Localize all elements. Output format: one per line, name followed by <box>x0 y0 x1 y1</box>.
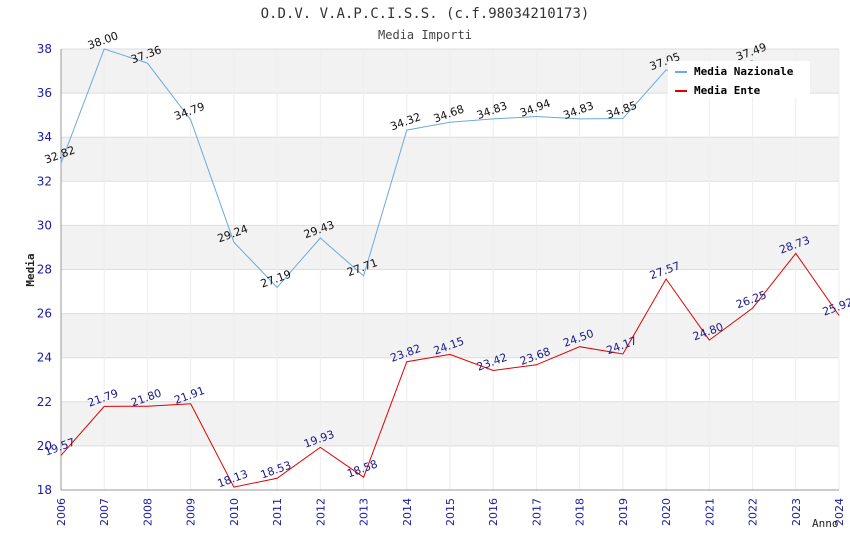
x-axis-label: Anno <box>812 517 839 530</box>
legend: Media Nazionale Media Ente <box>668 61 810 97</box>
series-line-nazionale <box>60 48 753 289</box>
data-label-nazionale: 34.32 <box>389 110 423 133</box>
x-tick-label: 2024 <box>833 498 846 526</box>
x-tick-label: 2023 <box>790 498 803 526</box>
x-tick-label: 2020 <box>660 498 673 526</box>
x-tick-label: 2019 <box>617 498 630 526</box>
y-tick-label: 24 <box>37 351 52 365</box>
x-tick-label: 2022 <box>747 498 760 526</box>
legend-box <box>668 61 810 97</box>
data-label-nazionale: 34.79 <box>172 100 206 123</box>
y-tick-label: 38 <box>37 42 52 56</box>
legend-label-nazionale: Media Nazionale <box>694 65 794 78</box>
grid-lines <box>60 48 840 491</box>
x-tick-label: 2007 <box>98 498 111 526</box>
y-axis-label: Media <box>24 253 37 286</box>
x-tick-label: 2014 <box>401 498 414 526</box>
x-tick-label: 2008 <box>141 498 154 526</box>
data-label-ente: 18.58 <box>345 457 379 480</box>
series-line-ente <box>60 252 840 488</box>
x-tick-label: 2012 <box>314 498 327 526</box>
y-tick-label: 26 <box>37 307 52 321</box>
y-tick-label: 20 <box>37 439 52 453</box>
chart-subtitle: Media Importi <box>378 28 472 42</box>
x-tick-label: 2010 <box>228 498 241 526</box>
data-label-nazionale: 27.19 <box>259 268 293 291</box>
y-tick-label: 32 <box>37 174 52 188</box>
x-tick-label: 2015 <box>444 498 457 526</box>
x-tick-label: 2013 <box>358 498 371 526</box>
y-tick-label: 22 <box>37 395 52 409</box>
x-tick-label: 2017 <box>530 498 543 526</box>
x-tick-label: 2011 <box>271 498 284 526</box>
data-label-ente: 26.25 <box>734 288 768 311</box>
x-tick-label: 2016 <box>487 498 500 526</box>
y-tick-label: 28 <box>37 263 52 277</box>
data-label-ente: 18.13 <box>216 467 250 490</box>
chart-title: O.D.V. V.A.P.C.I.S.S. (c.f.98034210173) <box>261 6 590 22</box>
x-tick-label: 2021 <box>703 498 716 526</box>
y-tick-label: 34 <box>37 130 52 144</box>
x-tick-label: 2018 <box>574 498 587 526</box>
x-tick-label: 2009 <box>185 498 198 526</box>
y-tick-label: 18 <box>37 483 52 497</box>
y-tick-label: 30 <box>37 218 52 232</box>
series-lines <box>60 48 840 488</box>
x-tick-label: 2006 <box>55 498 68 526</box>
legend-label-ente: Media Ente <box>694 84 761 97</box>
y-tick-label: 36 <box>37 86 52 100</box>
